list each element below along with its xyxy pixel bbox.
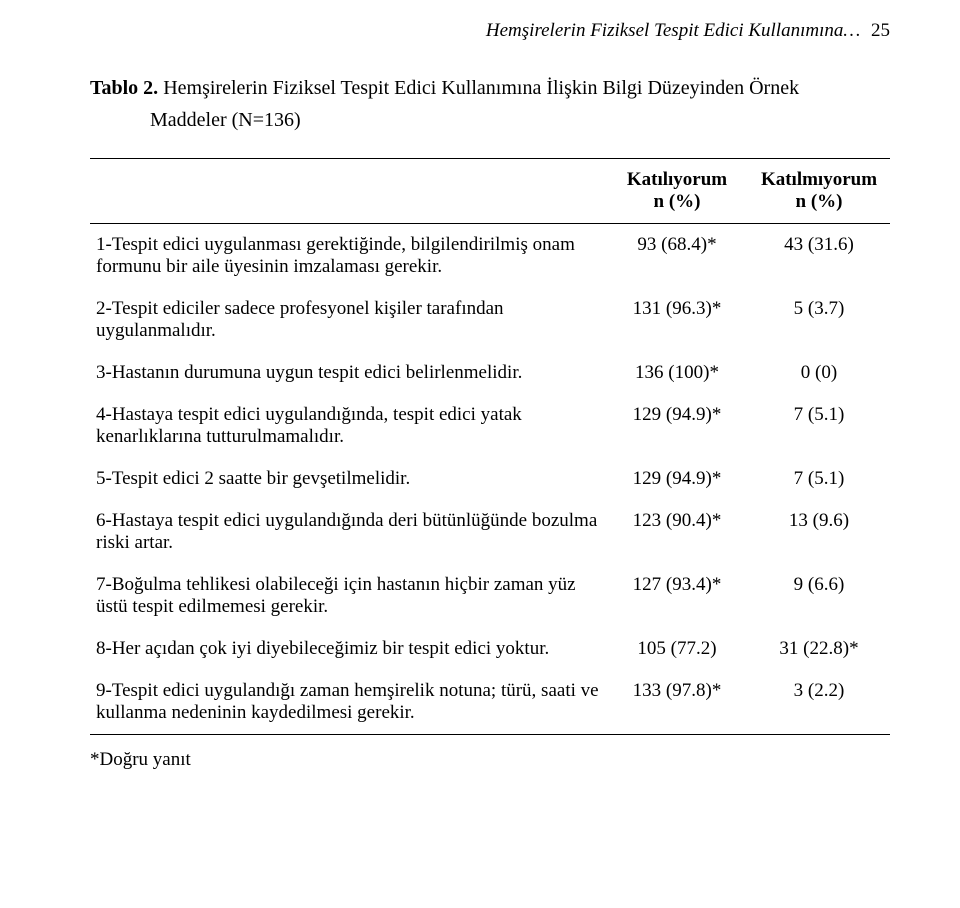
header-col2-label: Katılmıyorum [761, 169, 877, 190]
table-row: 5-Tespit edici 2 saatte bir gevşetilmeli… [90, 458, 890, 500]
row-c1: 93 (68.4)* [606, 224, 748, 289]
header-empty [90, 159, 606, 224]
row-c2: 0 (0) [748, 352, 890, 394]
table-row: 8-Her açıdan çok iyi diyebileceğimiz bir… [90, 628, 890, 670]
row-text: 5-Tespit edici 2 saatte bir gevşetilmeli… [90, 458, 606, 500]
row-c2: 43 (31.6) [748, 224, 890, 289]
row-c1: 123 (90.4)* [606, 500, 748, 564]
row-c1: 129 (94.9)* [606, 394, 748, 458]
table-row: 6-Hastaya tespit edici uygulandığında de… [90, 500, 890, 564]
row-text: 9-Tespit edici uygulandığı zaman hemşire… [90, 670, 606, 735]
table-row: 7-Boğulma tehlikesi olabileceği için has… [90, 564, 890, 628]
row-text: 2-Tespit ediciler sadece profesyonel kiş… [90, 288, 606, 352]
table-head: Katılıyorum n (%) Katılmıyorum n (%) [90, 159, 890, 224]
row-text: 3-Hastanın durumuna uygun tespit edici b… [90, 352, 606, 394]
row-c2: 5 (3.7) [748, 288, 890, 352]
row-c1: 133 (97.8)* [606, 670, 748, 735]
row-c2: 7 (5.1) [748, 458, 890, 500]
row-text: 1-Tespit edici uygulanması gerektiğinde,… [90, 224, 606, 289]
row-text: 6-Hastaya tespit edici uygulandığında de… [90, 500, 606, 564]
table-header-row: Katılıyorum n (%) Katılmıyorum n (%) [90, 159, 890, 224]
row-c2: 9 (6.6) [748, 564, 890, 628]
row-text: 7-Boğulma tehlikesi olabileceği için has… [90, 564, 606, 628]
data-table: Katılıyorum n (%) Katılmıyorum n (%) 1-T… [90, 158, 890, 735]
header-col2-sub: n (%) [796, 191, 843, 212]
page-number: 25 [871, 20, 890, 41]
row-c1: 136 (100)* [606, 352, 748, 394]
table-footnote: *Doğru yanıt [90, 749, 890, 771]
table-row: 4-Hastaya tespit edici uygulandığında, t… [90, 394, 890, 458]
table-row: 1-Tespit edici uygulanması gerektiğinde,… [90, 224, 890, 289]
row-c1: 127 (93.4)* [606, 564, 748, 628]
header-col1-sub: n (%) [654, 191, 701, 212]
table-title-line2: Maddeler (N=136) [150, 109, 301, 131]
document-page: Hemşirelerin Fiziksel Tespit Edici Kulla… [0, 0, 960, 908]
row-c1: 105 (77.2) [606, 628, 748, 670]
table-caption: Tablo 2. Hemşirelerin Fiziksel Tespit Ed… [90, 72, 890, 136]
table-row: 9-Tespit edici uygulandığı zaman hemşire… [90, 670, 890, 735]
table-body: 1-Tespit edici uygulanması gerektiğinde,… [90, 224, 890, 735]
table-title-line1: Hemşirelerin Fiziksel Tespit Edici Kulla… [163, 77, 799, 99]
header-col2: Katılmıyorum n (%) [748, 159, 890, 224]
row-c1: 131 (96.3)* [606, 288, 748, 352]
row-c2: 13 (9.6) [748, 500, 890, 564]
running-head-text: Hemşirelerin Fiziksel Tespit Edici Kulla… [486, 20, 860, 41]
row-c2: 31 (22.8)* [748, 628, 890, 670]
row-c1: 129 (94.9)* [606, 458, 748, 500]
row-c2: 7 (5.1) [748, 394, 890, 458]
header-col1: Katılıyorum n (%) [606, 159, 748, 224]
table-row: 3-Hastanın durumuna uygun tespit edici b… [90, 352, 890, 394]
row-text: 8-Her açıdan çok iyi diyebileceğimiz bir… [90, 628, 606, 670]
row-text: 4-Hastaya tespit edici uygulandığında, t… [90, 394, 606, 458]
table-label: Tablo 2. [90, 77, 158, 99]
running-head: Hemşirelerin Fiziksel Tespit Edici Kulla… [90, 20, 890, 42]
header-col1-label: Katılıyorum [627, 169, 727, 190]
row-c2: 3 (2.2) [748, 670, 890, 735]
table-row: 2-Tespit ediciler sadece profesyonel kiş… [90, 288, 890, 352]
